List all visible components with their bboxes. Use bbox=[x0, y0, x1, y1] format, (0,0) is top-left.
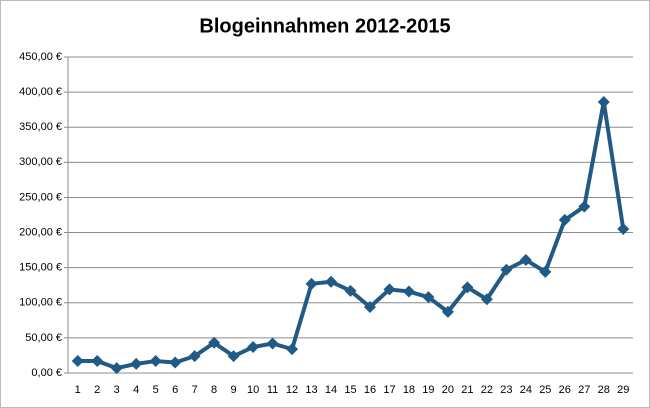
data-point bbox=[558, 213, 571, 226]
data-point bbox=[71, 355, 84, 368]
x-tick-label: 27 bbox=[578, 384, 590, 396]
x-tick-label: 13 bbox=[305, 384, 317, 396]
y-tick-label: 200,00 € bbox=[19, 226, 62, 238]
x-tick-label: 23 bbox=[500, 384, 512, 396]
y-tick-label: 450,00 € bbox=[19, 51, 62, 63]
x-tick-label: 21 bbox=[461, 384, 473, 396]
x-tick-label: 17 bbox=[383, 384, 395, 396]
x-tick-label: 26 bbox=[559, 384, 571, 396]
x-tick-label: 6 bbox=[172, 384, 178, 396]
y-tick-label: 400,00 € bbox=[19, 86, 62, 98]
x-tick-label: 16 bbox=[364, 384, 376, 396]
y-tick-label: 300,00 € bbox=[19, 156, 62, 168]
data-point bbox=[149, 355, 162, 368]
x-tick-label: 8 bbox=[211, 384, 217, 396]
y-tick-label: 100,00 € bbox=[19, 297, 62, 309]
data-point bbox=[227, 350, 240, 363]
data-point bbox=[500, 263, 513, 276]
data-point bbox=[461, 281, 474, 294]
x-tick-label: 19 bbox=[422, 384, 434, 396]
data-point bbox=[539, 265, 552, 278]
y-tick-label: 250,00 € bbox=[19, 191, 62, 203]
x-tick-label: 4 bbox=[133, 384, 139, 396]
y-tick-label: 0,00 € bbox=[31, 367, 62, 379]
data-point bbox=[208, 336, 221, 349]
x-tick-label: 11 bbox=[267, 384, 278, 396]
data-point bbox=[363, 300, 376, 313]
x-tick-label: 14 bbox=[325, 384, 337, 396]
x-tick-label: 18 bbox=[403, 384, 415, 396]
data-point bbox=[422, 291, 435, 304]
data-point bbox=[91, 355, 104, 368]
x-tick-label: 9 bbox=[231, 384, 237, 396]
data-point bbox=[480, 293, 493, 306]
x-tick-label: 10 bbox=[247, 384, 259, 396]
y-tick-label: 350,00 € bbox=[19, 121, 62, 133]
data-point bbox=[130, 357, 143, 370]
data-point bbox=[169, 356, 182, 369]
x-tick-label: 29 bbox=[617, 384, 629, 396]
data-point bbox=[325, 275, 338, 288]
data-point bbox=[188, 350, 201, 363]
x-tick-label: 22 bbox=[481, 384, 493, 396]
data-point bbox=[617, 223, 630, 236]
data-point bbox=[402, 285, 415, 298]
x-tick-label: 3 bbox=[114, 384, 120, 396]
x-tick-label: 2 bbox=[94, 384, 100, 396]
data-point bbox=[597, 95, 610, 108]
x-tick-label: 25 bbox=[539, 384, 551, 396]
x-tick-label: 12 bbox=[286, 384, 298, 396]
data-point bbox=[247, 341, 260, 354]
x-tick-label: 7 bbox=[192, 384, 198, 396]
x-tick-label: 5 bbox=[153, 384, 159, 396]
x-tick-label: 15 bbox=[344, 384, 356, 396]
data-point bbox=[578, 200, 591, 213]
data-point bbox=[110, 362, 123, 375]
x-tick-label: 20 bbox=[442, 384, 454, 396]
x-tick-label: 24 bbox=[520, 384, 532, 396]
data-point bbox=[266, 337, 279, 350]
y-tick-label: 50,00 € bbox=[25, 332, 62, 344]
chart-title: Blogeinnahmen 2012-2015 bbox=[199, 15, 450, 37]
x-tick-label: 28 bbox=[598, 384, 610, 396]
data-point bbox=[344, 284, 357, 297]
data-point bbox=[519, 253, 532, 266]
data-point bbox=[383, 283, 396, 296]
y-tick-label: 150,00 € bbox=[19, 262, 62, 274]
data-point bbox=[441, 305, 454, 318]
data-point bbox=[305, 277, 318, 290]
data-point bbox=[286, 343, 299, 356]
x-tick-label: 1 bbox=[75, 384, 81, 396]
